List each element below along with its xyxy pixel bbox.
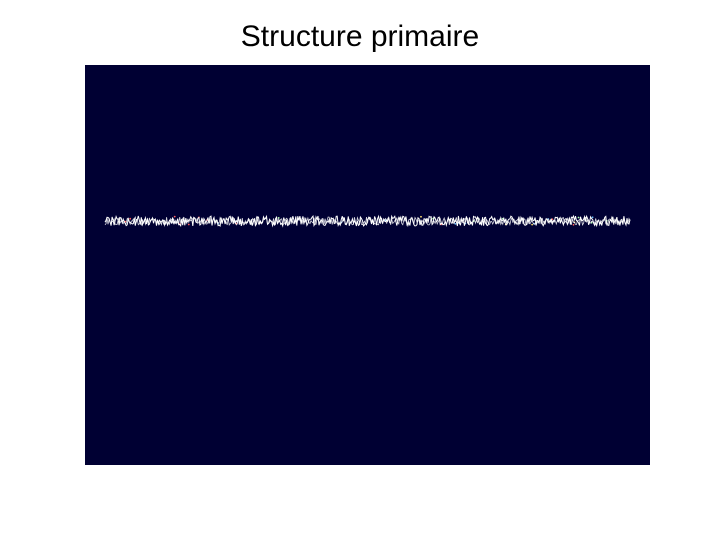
primary-structure-chain <box>105 213 630 229</box>
chain-residue-dot <box>573 224 575 226</box>
chain-residue-dot <box>174 216 176 218</box>
chain-residue-dot <box>578 217 580 219</box>
chain-residue-dot <box>592 216 594 218</box>
viewport-panel <box>85 65 650 465</box>
chain-residue-dot <box>129 218 131 220</box>
chain-residue-dot <box>420 216 422 218</box>
diagram-title: Structure primaire <box>0 20 720 54</box>
chain-residue-dot <box>454 223 456 225</box>
chain-residue-dot <box>531 224 533 226</box>
chain-residue-dot <box>188 224 190 226</box>
